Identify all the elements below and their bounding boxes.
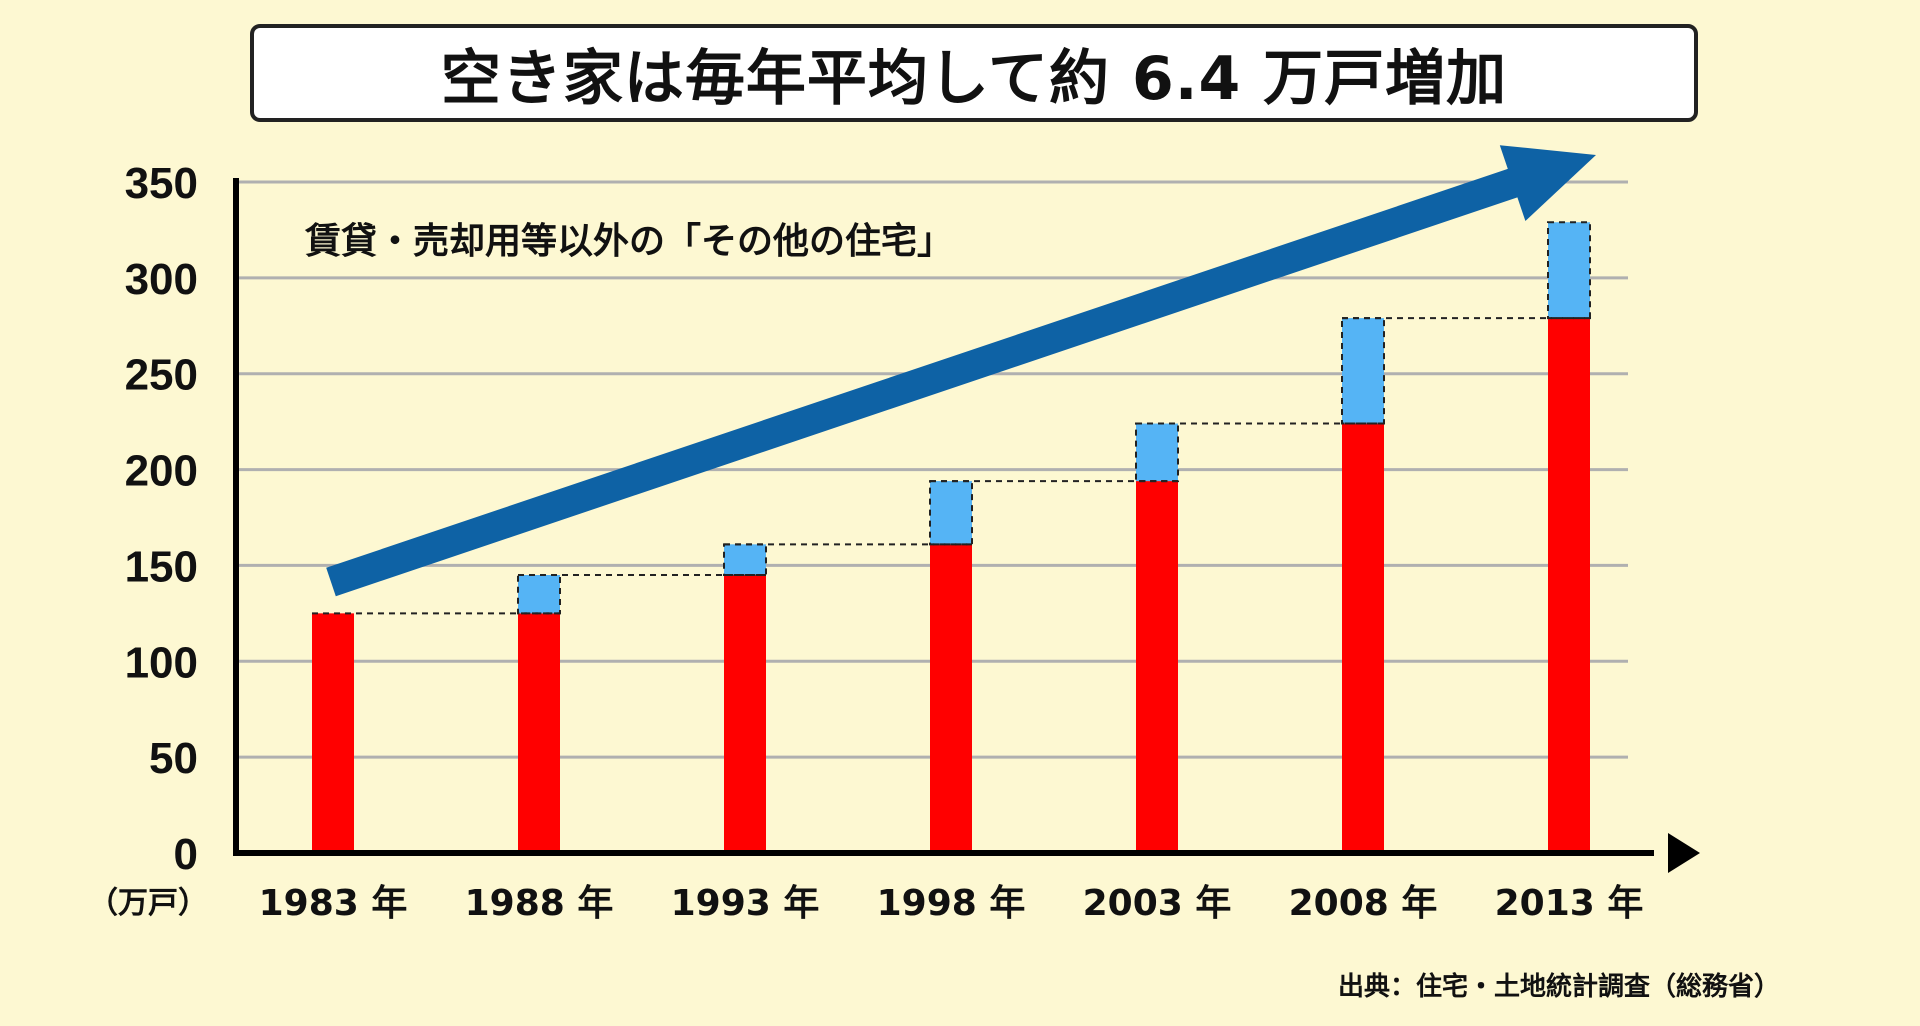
bar-increase (517, 574, 561, 615)
y-tick-label: 350 (125, 159, 198, 208)
trend-arrow (326, 145, 1597, 597)
bar-increase (723, 543, 767, 577)
bar-increase (1547, 221, 1591, 320)
increase-connectors (312, 317, 1590, 615)
bar-base (312, 613, 354, 853)
x-tick-label: 1998 年 (877, 883, 1026, 924)
bar-increase (1341, 317, 1385, 425)
y-tick-label: 100 (125, 638, 198, 687)
x-tick-label: 2003 年 (1083, 883, 1232, 924)
y-tick-label: 150 (125, 542, 198, 591)
x-tick-label: 1988 年 (465, 883, 614, 924)
source-note: 出典：住宅・土地統計調査（総務省） (1337, 972, 1780, 1002)
x-tick-label: 2013 年 (1495, 883, 1644, 924)
y-tick-label: 300 (125, 255, 198, 304)
x-axis-arrowhead (1668, 833, 1700, 873)
chart-subtitle: 賃貸・売却用等以外の「その他の住宅」 (305, 221, 954, 262)
x-tick-label: 2008 年 (1289, 883, 1438, 924)
x-tick-label: 1993 年 (671, 883, 820, 924)
y-tick-label: 250 (125, 351, 198, 400)
axes (233, 178, 1700, 873)
y-tick-label: 200 (125, 447, 198, 496)
x-tick-labels: 1983 年 1988 年 1993 年 1998 年 2003 年 2008 年 2013… (259, 883, 1644, 924)
y-unit-label: （万戸） (88, 886, 208, 921)
x-tick-label: 1983 年 (259, 883, 408, 924)
bar-base (518, 613, 560, 853)
chart-title: 空き家は毎年平均して約 6.4 万戸増加 (440, 43, 1508, 114)
bars (312, 221, 1591, 853)
trend-arrow-shape (326, 145, 1597, 597)
title-box: 空き家は毎年平均して約 6.4 万戸増加 (250, 24, 1698, 122)
y-tick-label: 50 (149, 734, 198, 783)
bar-base (1342, 423, 1384, 853)
bar-base (1136, 481, 1178, 853)
y-tick-labels: 0 50 100 150 200 250 300 350 (125, 159, 198, 879)
bar-increase (1135, 422, 1179, 483)
y-tick-label: 0 (174, 830, 198, 879)
bar-base (724, 575, 766, 853)
bar-increase (929, 480, 973, 546)
bar-base (1548, 318, 1590, 853)
bar-base (930, 544, 972, 853)
